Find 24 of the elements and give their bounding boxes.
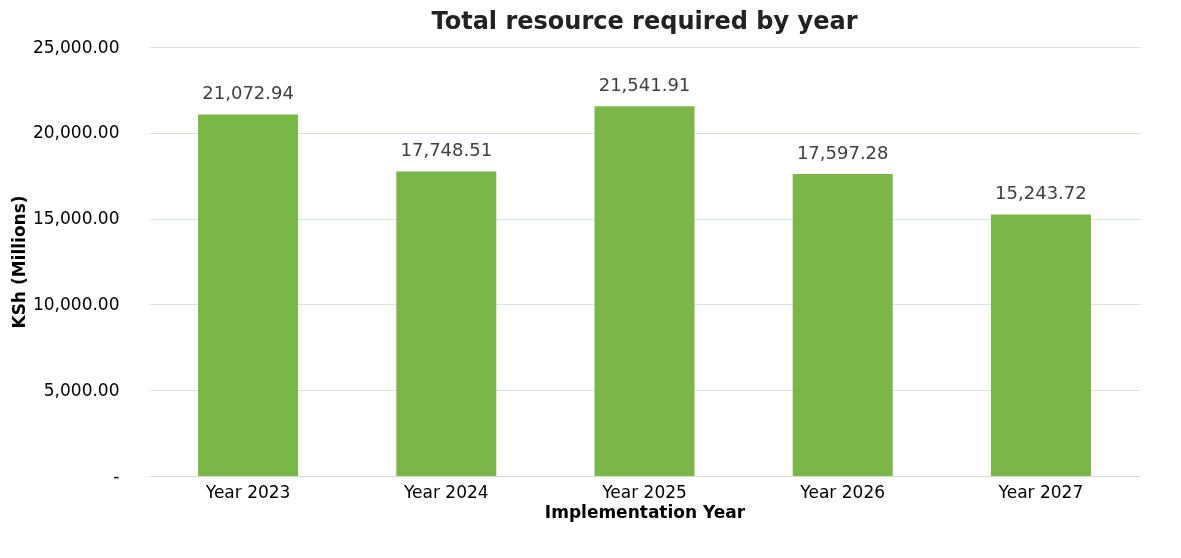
data-label: 17,748.51: [400, 139, 493, 161]
y-tick-label: 10,000.00: [32, 293, 120, 314]
data-label: 21,541.91: [598, 74, 691, 96]
x-tick-label: Year 2027: [997, 481, 1084, 502]
y-tick-label: 5,000.00: [43, 379, 120, 400]
x-axis-title: Implementation Year: [544, 501, 746, 522]
bar: [792, 174, 893, 476]
y-tick-label: 15,000.00: [32, 208, 120, 229]
bar: [198, 114, 299, 476]
bar: [594, 106, 695, 476]
x-tick-label: Year 2023: [204, 481, 291, 502]
x-tick-label: Year 2026: [799, 481, 886, 502]
y-tick-label: 20,000.00: [32, 122, 120, 143]
y-tick-label: 25,000.00: [32, 36, 120, 57]
data-label: 21,072.94: [202, 82, 294, 104]
bar: [396, 171, 497, 476]
bar: [990, 214, 1091, 476]
data-label: 15,243.72: [995, 182, 1087, 204]
y-axis-title: KSh (Millions): [8, 195, 29, 329]
x-tick-label: Year 2024: [402, 481, 489, 502]
x-tick-label: Year 2025: [601, 481, 687, 502]
chart-title: Total resource required by year: [431, 7, 858, 35]
y-tick-label: -: [113, 465, 120, 486]
data-label: 17,597.28: [796, 142, 889, 164]
